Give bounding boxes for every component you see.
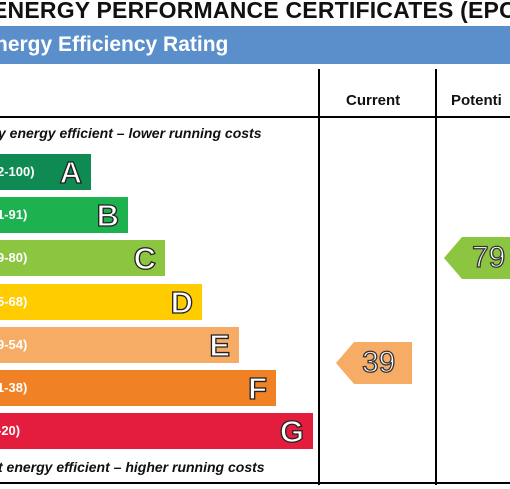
current-arrow-shape xyxy=(336,342,412,384)
caption-bottom: t energy efficient – higher running cost… xyxy=(0,459,265,475)
rating-band-d: 5-68) D xyxy=(0,284,202,321)
band-letter: D xyxy=(170,284,194,320)
current-rating-arrow: 39 xyxy=(336,342,412,384)
column-potential-header: Potenti xyxy=(451,92,502,109)
band-letter: G xyxy=(279,413,304,449)
divider-left xyxy=(318,69,320,485)
rating-band-f: 1-38) F xyxy=(0,370,276,407)
band-range: 9-80) xyxy=(0,250,28,265)
band-range: 2-100) xyxy=(0,164,35,179)
rating-band-a: 2-100) A xyxy=(0,154,91,191)
column-current-header: Current xyxy=(346,92,401,109)
band-range: -20) xyxy=(0,423,21,438)
rating-band-c: 9-80) C xyxy=(0,240,165,277)
header-rule xyxy=(0,116,510,118)
rating-banner: nergy Efficiency Rating xyxy=(0,26,510,64)
band-range: 1-91) xyxy=(0,207,28,222)
rating-band-b: 1-91) B xyxy=(0,197,128,234)
rating-band-g: -20) G xyxy=(0,413,313,450)
band-letter: C xyxy=(133,240,157,276)
caption-top: y energy efficient – lower running costs xyxy=(0,125,262,141)
band-range: 1-38) xyxy=(0,380,28,395)
band-range: 5-68) xyxy=(0,294,28,309)
band-letter: A xyxy=(59,154,83,190)
rating-band-e: 9-54) E xyxy=(0,327,239,364)
band-letter: F xyxy=(247,370,267,406)
potential-rating-arrow: 79 xyxy=(444,237,510,279)
potential-arrow-shape xyxy=(444,237,510,279)
page-title: ENERGY PERFORMANCE CERTIFICATES (EPC xyxy=(0,0,510,23)
current-rating-value: 39 xyxy=(361,345,396,379)
band-range: 9-54) xyxy=(0,337,28,352)
band-letter: B xyxy=(96,197,120,233)
bottom-rule xyxy=(0,482,510,484)
divider-mid xyxy=(435,69,437,485)
banner-title: nergy Efficiency Rating xyxy=(0,33,229,56)
band-letter: E xyxy=(209,327,231,363)
potential-rating-value: 79 xyxy=(471,240,506,274)
